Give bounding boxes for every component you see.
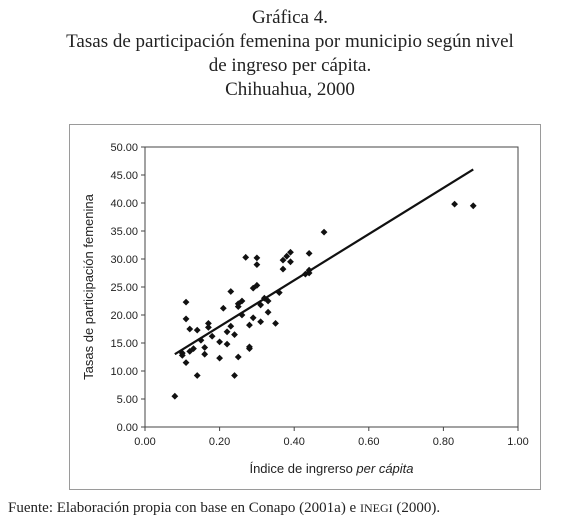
x-tick-label: 0.40	[283, 436, 304, 448]
data-point	[182, 315, 190, 323]
data-point	[193, 372, 201, 379]
y-tick-label: 40.00	[110, 198, 138, 210]
x-axis-label-italic: per cápita	[355, 461, 413, 476]
data-point	[246, 343, 253, 351]
data-point	[451, 200, 458, 208]
data-point	[264, 308, 272, 316]
data-point	[272, 320, 279, 327]
x-tick-label: 1.00	[507, 436, 528, 448]
data-point	[193, 326, 201, 334]
y-tick-label: 5.00	[117, 394, 138, 406]
data-point	[171, 392, 179, 400]
trendline	[174, 168, 474, 356]
data-point	[205, 320, 212, 327]
data-point	[257, 318, 265, 326]
data-point	[253, 254, 261, 262]
data-point	[242, 253, 250, 261]
data-point	[279, 265, 287, 273]
data-point	[219, 304, 227, 312]
data-point	[182, 359, 190, 366]
data-point	[231, 331, 238, 338]
x-axis-label: Índice de ingrerso per cápita	[249, 461, 413, 476]
data-point	[249, 284, 257, 292]
source-inegi: INEGI	[359, 501, 393, 515]
data-point	[190, 345, 197, 352]
y-tick-label: 30.00	[110, 254, 138, 266]
data-point	[231, 372, 238, 379]
data-point	[305, 250, 313, 257]
data-point	[182, 298, 190, 306]
data-point	[201, 350, 209, 358]
data-point	[234, 353, 242, 361]
y-tick-label: 20.00	[110, 310, 138, 322]
data-point	[257, 301, 265, 309]
data-point	[197, 336, 205, 344]
x-axis-label-plain: Índice de ingrerso	[249, 461, 356, 476]
data-point	[469, 202, 477, 210]
x-tick-label: 0.60	[358, 436, 379, 448]
chart-title-line-2: Tasas de participación femenina por muni…	[66, 31, 514, 52]
source-suffix: (2000).	[396, 500, 441, 516]
data-point	[238, 297, 246, 305]
chart-frame	[69, 124, 541, 490]
x-tick-label: 0.20	[209, 436, 230, 448]
chart-title-line-1: Gráfica 4.	[252, 7, 328, 28]
data-point	[208, 332, 216, 340]
data-point	[234, 303, 242, 310]
data-point	[246, 321, 253, 329]
data-point	[216, 338, 223, 346]
data-point	[287, 258, 294, 266]
data-point	[227, 288, 235, 295]
x-tick-label: 0.00	[134, 436, 155, 448]
data-point	[275, 289, 283, 296]
y-tick-label: 45.00	[110, 170, 138, 182]
source-prefix: Fuente: Elaboración propia con base en C…	[8, 500, 357, 516]
data-point	[320, 228, 328, 236]
chart-title-block: Gráfica 4. Tasas de participación femeni…	[0, 6, 580, 102]
chart-title-line-3: de ingreso per cápita.	[208, 55, 372, 76]
data-point	[216, 354, 223, 362]
plot-area	[144, 146, 519, 428]
data-point	[238, 311, 246, 319]
data-point	[264, 297, 272, 305]
data-point	[227, 322, 235, 330]
data-point	[287, 248, 294, 256]
data-point	[223, 340, 231, 348]
data-point	[279, 256, 287, 264]
y-tick-label: 50.00	[110, 142, 138, 154]
data-point	[186, 325, 194, 333]
y-tick-label: 15.00	[110, 338, 138, 350]
data-point	[305, 269, 313, 277]
data-point	[178, 349, 186, 357]
y-tick-label: 10.00	[110, 366, 138, 378]
chart-title-line-4: Chihuahua, 2000	[225, 79, 355, 100]
x-tick-label: 0.80	[433, 436, 454, 448]
y-tick-label: 25.00	[110, 282, 138, 294]
scatter-chart: 0.00 5.00 10.00 15.00 20.00 25.00 30.00 35.00 40…	[81, 142, 529, 476]
data-point	[205, 323, 212, 331]
data-point	[253, 261, 261, 268]
y-tick-label: 35.00	[110, 226, 138, 238]
data-point	[201, 344, 209, 351]
data-point	[283, 252, 291, 260]
data-point	[223, 328, 231, 336]
source-note: Fuente: Elaboración propia con base en C…	[8, 500, 578, 517]
data-point	[249, 314, 257, 322]
y-tick-label: 0.00	[117, 422, 138, 434]
y-axis-label: Tasas de participación femenina	[81, 193, 96, 379]
data-point	[253, 281, 261, 289]
